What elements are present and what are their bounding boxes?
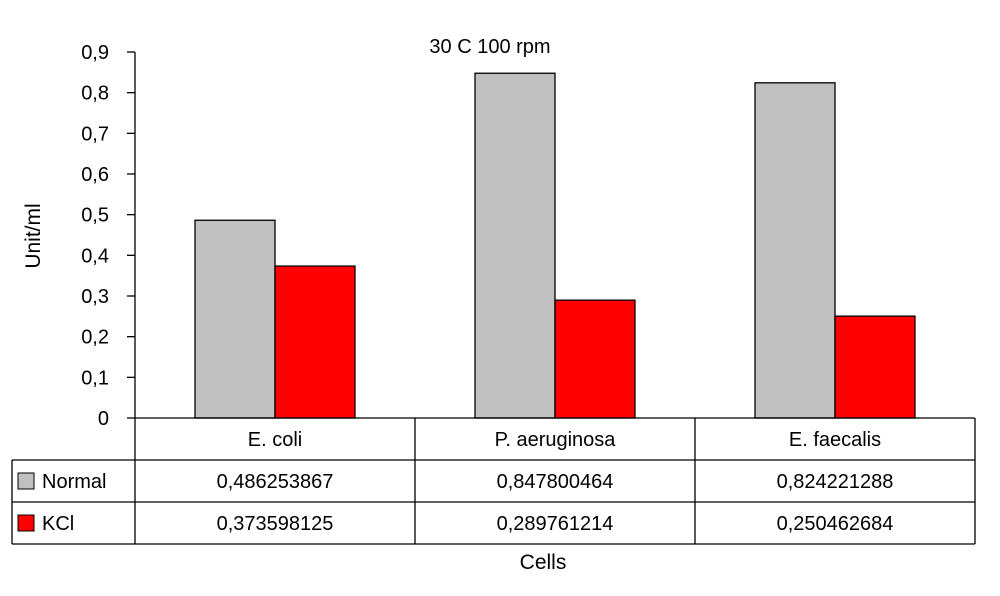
y-axis-title: Unit/ml <box>22 203 45 268</box>
category-label: P. aeruginosa <box>495 429 617 451</box>
data-label: 0,250462684 <box>777 513 894 535</box>
category-label: E. coli <box>248 429 302 451</box>
legend-label-kcl: KCl <box>42 513 74 535</box>
legend-label-normal: Normal <box>42 471 106 493</box>
bar-normal-2 <box>474 72 556 419</box>
bar-kcl-3 <box>834 315 916 419</box>
y-tick-label: 0,7 <box>81 123 109 145</box>
data-label: 0,847800464 <box>497 471 614 493</box>
y-tick-label: 0,9 <box>81 42 109 64</box>
data-table: E. coli P. aeruginosa E. faecalis Normal 0,4… <box>11 417 976 545</box>
data-label: 0,486253867 <box>217 471 334 493</box>
data-label: 0,824221288 <box>777 471 894 493</box>
y-axis-ticks: 0 0,1 0,2 0,3 0,4 0,5 0,6 0,7 0,8 0,9 <box>81 42 135 430</box>
y-tick-label: 0,1 <box>81 367 109 389</box>
bar-kcl-1 <box>274 265 356 419</box>
y-tick-label: 0,4 <box>81 245 109 267</box>
bar-normal-3 <box>754 82 836 419</box>
y-tick-label: 0,5 <box>81 205 109 227</box>
bar-kcl-2 <box>554 299 636 419</box>
legend-swatch-normal <box>17 472 35 490</box>
y-tick-label: 0,6 <box>81 164 109 186</box>
y-tick-label: 0,3 <box>81 286 109 308</box>
y-tick-label: 0,2 <box>81 327 109 349</box>
category-label: E. faecalis <box>789 429 881 451</box>
data-label: 0,289761214 <box>497 513 614 535</box>
legend-swatch-kcl <box>17 514 35 532</box>
chart-title: 30 C 100 rpm <box>429 36 550 58</box>
y-tick-label: 0,8 <box>81 83 109 105</box>
y-tick-label: 0 <box>98 408 109 430</box>
data-label: 0,373598125 <box>217 513 334 535</box>
bar-normal-1 <box>194 219 276 419</box>
x-axis-title: Cells <box>520 551 567 574</box>
bars <box>194 72 916 419</box>
